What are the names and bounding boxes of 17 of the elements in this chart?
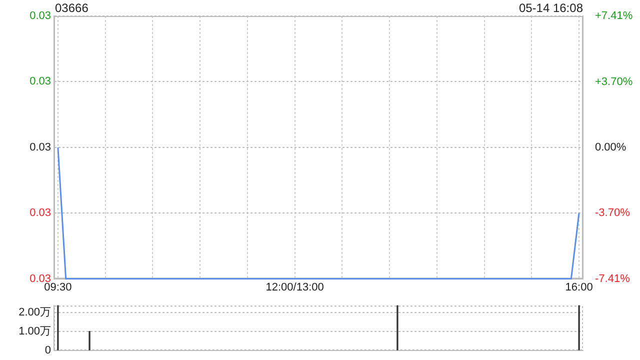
y2-tick-label: -7.41% <box>595 272 630 285</box>
y2-tick-label: +7.41% <box>595 10 633 22</box>
y2-tick-label: 0.00% <box>595 141 626 154</box>
y-tick-label: 1.00万 <box>18 325 51 338</box>
y-tick-label: 0 <box>44 344 51 356</box>
chart-title: 03666 <box>55 1 88 15</box>
y2-tick-label: -3.70% <box>595 207 630 220</box>
y-tick-label: 0.03 <box>30 76 51 88</box>
y-tick-label: 0.03 <box>30 141 51 154</box>
y-tick-label: 2.00万 <box>18 306 51 318</box>
x-tick-label: 12:00/13:00 <box>266 281 324 294</box>
x-tick-label: 09:30 <box>44 281 72 294</box>
y-tick-label: 0.03 <box>30 10 51 22</box>
y-tick-label: 0.03 <box>30 207 51 220</box>
text: 05-14 16:08 <box>518 1 583 15</box>
y2-tick-label: +3.70% <box>595 76 633 88</box>
x-tick-label: 16:00 <box>565 281 593 294</box>
